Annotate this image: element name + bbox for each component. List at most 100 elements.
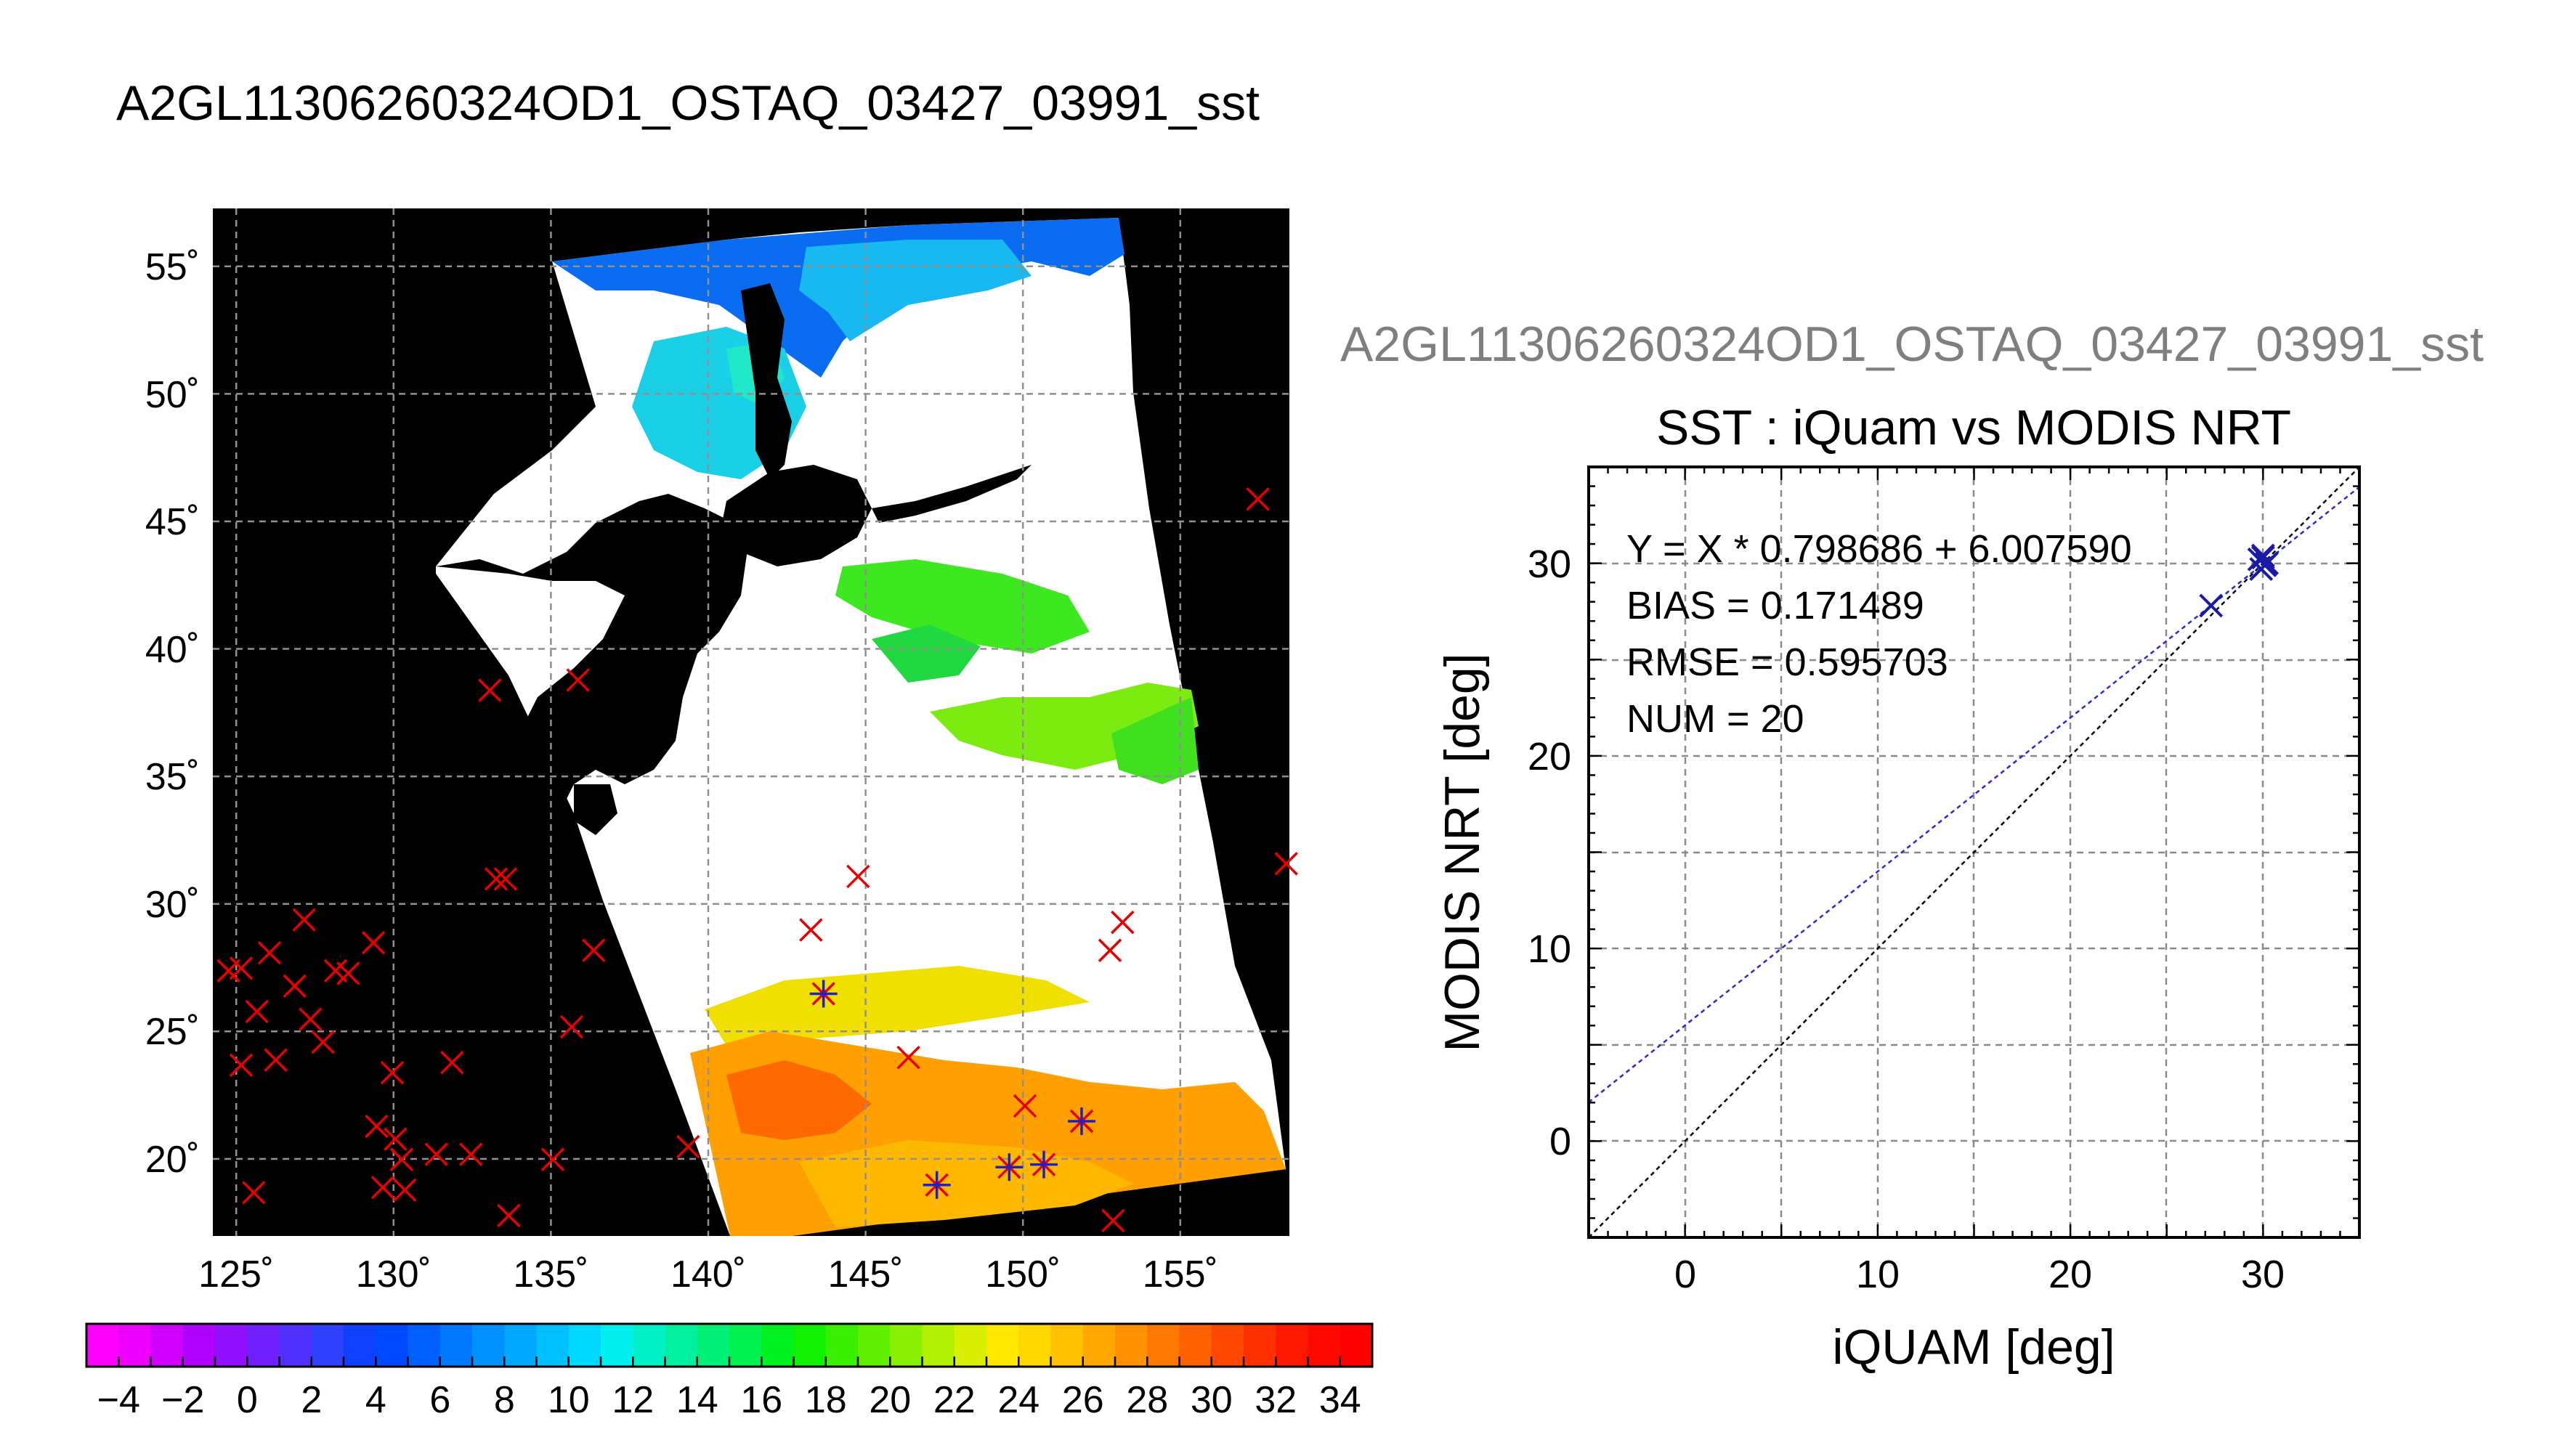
colorbar-label: 34 (1319, 1379, 1361, 1421)
map-markers (216, 487, 1298, 1233)
lat-tick-label: 35˚ (145, 756, 200, 798)
iquam-marker (229, 956, 254, 980)
colorbar-label: 28 (1126, 1379, 1168, 1421)
colorbar-cell (858, 1324, 891, 1367)
iquam-marker-stroke (361, 930, 386, 955)
iquam-marker-stroke (424, 1142, 448, 1166)
iquam-marker-stroke (540, 1147, 565, 1171)
iquam-marker-stroke (264, 1048, 288, 1072)
iquam-marker-stroke (1101, 1208, 1125, 1233)
lon-tick-label: 140˚ (670, 1253, 746, 1296)
iquam-marker (257, 941, 282, 965)
colorbar-label: −2 (161, 1379, 204, 1421)
iquam-marker-stroke (384, 1127, 408, 1151)
land-hokkaido-honshu (436, 494, 748, 813)
iquam-marker (478, 678, 502, 702)
iquam-marker-stroke (380, 1061, 405, 1085)
scatter-marks (1589, 467, 2359, 1237)
x-tick-label: 20 (2048, 1253, 2092, 1296)
y-tick-label: 20 (1528, 735, 1571, 778)
iquam-marker (1274, 852, 1298, 876)
lon-tick-label: 135˚ (513, 1253, 588, 1296)
sst-subtropical-red (726, 1060, 872, 1140)
colorbar-cell (825, 1324, 859, 1367)
lat-tick-label: 20˚ (145, 1139, 200, 1181)
iquam-marker (497, 1203, 521, 1228)
colorbar-cell (376, 1324, 409, 1367)
colorbar-cell (1018, 1324, 1052, 1367)
scatter-x-tick-labels: 0 10 20 30 (1674, 1253, 2285, 1296)
lat-tick-label: 50˚ (145, 374, 200, 416)
colorbar-cell (601, 1324, 633, 1367)
colorbar-label: 0 (237, 1379, 258, 1421)
colorbar-cell (1115, 1324, 1148, 1367)
iquam-marker-stroke (846, 864, 870, 889)
iquam-marker-stroke (566, 668, 590, 692)
iquam-marker-stroke (1274, 852, 1298, 876)
iquam-marker-stroke (1111, 910, 1135, 935)
colorbar-label: 14 (676, 1379, 718, 1421)
colorbar-cell (1082, 1324, 1116, 1367)
iquam-marker (264, 1048, 288, 1072)
iquam-marker (493, 867, 518, 891)
x-tick-label: 30 (2241, 1253, 2285, 1296)
colorbar: −4 −2 0 2 4 6 8 10 12 14 16 18 20 22 24 … (85, 1322, 1374, 1421)
iquam-marker (440, 1051, 464, 1075)
colorbar-label: 10 (548, 1379, 590, 1421)
scatter-ticks (1589, 467, 2359, 1237)
colorbar-cell (954, 1324, 987, 1367)
scatter-grid (1589, 467, 2359, 1237)
iquam-marker (389, 1147, 414, 1171)
iquam-marker (559, 1014, 584, 1039)
iquam-marker-stroke (311, 1030, 335, 1054)
colorbar-cell (86, 1324, 119, 1367)
y-axis-label: MODIS NRT [deg] (1435, 653, 1490, 1052)
colorbar-label: 30 (1191, 1379, 1233, 1421)
iquam-marker-stroke (459, 1142, 483, 1166)
land-kyushu (574, 784, 617, 835)
sst-mid-green-1 (835, 559, 1090, 654)
colorbar-cell (665, 1324, 698, 1367)
colorbar-label: 12 (612, 1379, 654, 1421)
iquam-marker-stroke (365, 1114, 389, 1139)
iquam-marker-stroke (370, 1176, 395, 1200)
scatter-point-stroke (2250, 545, 2275, 570)
colorbar-cell (1308, 1324, 1341, 1367)
scatter-y-tick-labels: 0 10 20 30 (1528, 542, 1571, 1163)
colorbar-label: 4 (365, 1379, 386, 1421)
colorbar-cell (1276, 1324, 1309, 1367)
map-lat-labels: 55˚ 50˚ 45˚ 40˚ 35˚ 30˚ 25˚ 20˚ (145, 246, 200, 1181)
colorbar-cell (922, 1324, 955, 1367)
iquam-marker-stroke (299, 1007, 323, 1031)
iquam-marker-stroke (1246, 487, 1270, 511)
colorbar-cell (150, 1324, 184, 1367)
iquam-marker (380, 1061, 405, 1085)
iquam-marker-stroke (1098, 938, 1122, 962)
sst-east-green (1111, 697, 1199, 784)
matched-marker (809, 980, 838, 1008)
scatter-point (2250, 545, 2275, 570)
iquam-marker-stroke (559, 1014, 584, 1039)
rmse-stat: RMSE = 0.595703 (1626, 640, 1948, 684)
scatter-header: A2GL11306260324OD1_OSTAQ_03427_03991_sst (1340, 317, 2484, 372)
colorbar-cell (1244, 1324, 1276, 1367)
iquam-marker (370, 1176, 395, 1200)
colorbar-cell (633, 1324, 666, 1367)
colorbar-cell (890, 1324, 923, 1367)
scatter-point-stroke (2199, 593, 2224, 618)
iquam-marker (799, 918, 823, 942)
colorbar-label: 8 (494, 1379, 515, 1421)
colorbar-cell (697, 1324, 730, 1367)
iquam-marker-stroke (493, 867, 518, 891)
colorbar-label: 24 (997, 1379, 1040, 1421)
iquam-marker-stroke (389, 1147, 414, 1171)
iquam-marker (424, 1142, 448, 1166)
colorbar-cell (118, 1324, 152, 1367)
iquam-marker (229, 1053, 254, 1077)
iquam-marker (292, 908, 316, 932)
matched-marker (923, 1171, 951, 1199)
x-tick-label: 0 (1674, 1253, 1696, 1296)
iquam-marker (896, 1045, 920, 1070)
map-grid (213, 208, 1289, 1236)
iquam-marker (365, 1114, 389, 1139)
